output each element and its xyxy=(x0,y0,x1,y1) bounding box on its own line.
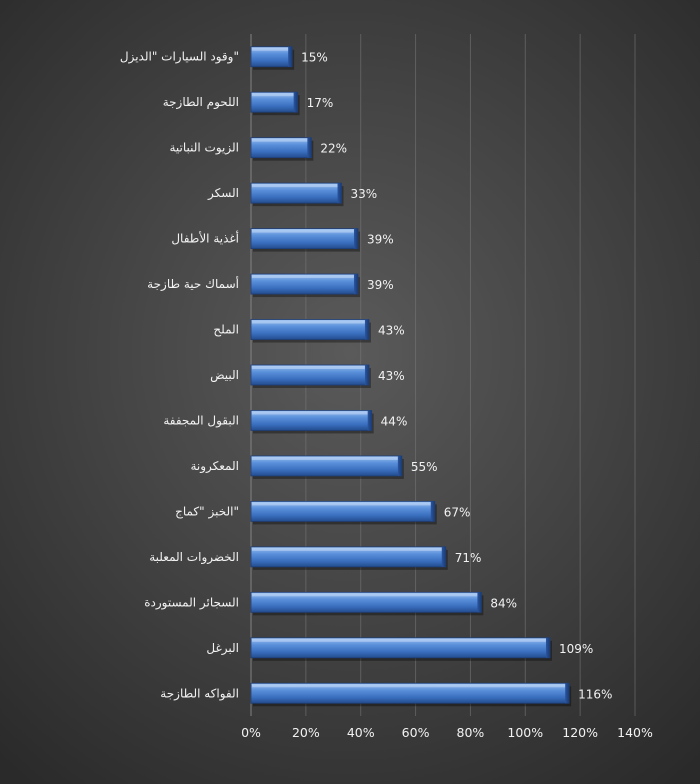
x-tick-label: 40% xyxy=(347,725,375,740)
bar-highlight xyxy=(252,502,432,506)
category-label: الملح xyxy=(213,323,239,337)
x-tick-label: 140% xyxy=(617,725,653,740)
data-label: 109% xyxy=(559,642,593,656)
category-label: أسماك حية طازجة xyxy=(147,276,239,292)
data-labels: 15% 17% 22% 33% 39% 39% 43% 43% 44% 55% 67% 71% 84% 1… xyxy=(301,51,612,702)
data-label: 43% xyxy=(378,369,405,383)
bar-highlight xyxy=(252,456,399,460)
bar-cap xyxy=(364,319,369,340)
bar-highlight xyxy=(252,638,547,642)
bar-highlight xyxy=(252,366,366,369)
bar-cap xyxy=(288,46,293,67)
x-tick-label: 100% xyxy=(507,725,543,740)
bar xyxy=(250,46,295,70)
bar-highlight xyxy=(252,47,290,51)
category-label: البيض xyxy=(210,368,239,383)
data-label: 15% xyxy=(301,51,328,65)
bar-body xyxy=(250,410,373,431)
bar xyxy=(250,273,360,298)
bar-highlight xyxy=(252,184,339,188)
data-label: 22% xyxy=(320,142,347,156)
bar-cap xyxy=(364,365,369,385)
category-label: الخضروات المعلبة xyxy=(149,550,239,565)
category-label: الزيوت النباتية xyxy=(169,141,239,156)
x-tick-label: 0% xyxy=(241,725,261,740)
bar-highlight xyxy=(252,138,309,142)
category-labels: وقود السيارات "الديزل" اللحوم الطازجة الزي… xyxy=(120,50,239,702)
category-label: البقول المجففة xyxy=(163,413,239,428)
x-axis-ticks: 0% 20% 40% 60% 80% 100% 120% 140% xyxy=(241,725,653,740)
bar-cap xyxy=(441,546,446,567)
data-label: 55% xyxy=(411,460,438,474)
bar xyxy=(250,182,344,207)
bar-highlight xyxy=(252,547,443,551)
data-label: 116% xyxy=(578,687,612,701)
bar-highlight xyxy=(252,93,295,97)
category-label: البرغل xyxy=(206,641,239,656)
data-label: 67% xyxy=(444,505,471,519)
bar-highlight xyxy=(252,275,355,279)
bar xyxy=(250,364,371,388)
bar xyxy=(250,91,300,116)
x-tick-label: 80% xyxy=(457,725,485,740)
category-label: أغذية الأطفال xyxy=(171,231,239,246)
data-label: 17% xyxy=(307,96,334,110)
bar xyxy=(250,410,374,434)
bar-cap xyxy=(307,137,312,158)
bar xyxy=(250,682,572,707)
bar xyxy=(250,319,371,343)
bar-highlight xyxy=(252,229,355,233)
category-label: السجائر المستوردة xyxy=(144,595,239,610)
bar xyxy=(250,591,484,616)
bar-cap xyxy=(367,410,372,431)
bar xyxy=(250,637,552,661)
bar xyxy=(250,137,314,161)
data-label: 43% xyxy=(378,324,405,338)
bar xyxy=(250,228,360,252)
category-label: المعكرونة xyxy=(190,459,239,474)
category-label: السكر xyxy=(207,186,239,201)
data-label: 39% xyxy=(367,278,394,292)
category-label: الفواكه الطازجة xyxy=(160,686,239,701)
category-label: وقود السيارات "الديزل" xyxy=(120,50,239,65)
data-label: 33% xyxy=(351,187,378,201)
category-label: الخبز "كماج" xyxy=(175,504,239,519)
bar-cap xyxy=(293,92,298,113)
bar xyxy=(250,455,404,479)
bars xyxy=(250,46,572,707)
category-label: اللحوم الطازجة xyxy=(163,95,239,110)
bar-highlight xyxy=(252,320,366,324)
bar-highlight xyxy=(252,684,567,688)
bar-highlight xyxy=(252,411,369,415)
x-tick-label: 20% xyxy=(292,725,320,740)
bar-cap xyxy=(477,592,482,613)
bar-cap xyxy=(545,637,550,658)
bar-cap xyxy=(353,274,358,295)
data-label: 39% xyxy=(367,233,394,247)
bar-cap xyxy=(353,228,358,249)
bar-cap xyxy=(397,455,402,476)
x-tick-label: 60% xyxy=(402,725,430,740)
bar xyxy=(250,546,448,570)
x-tick-label: 120% xyxy=(562,725,598,740)
bar-cap xyxy=(430,501,435,522)
bar xyxy=(250,500,437,525)
data-label: 44% xyxy=(381,414,408,428)
data-label: 84% xyxy=(490,596,517,610)
bar-highlight xyxy=(252,593,479,597)
bar-cap xyxy=(337,183,342,204)
bar-cap xyxy=(565,683,570,704)
data-label: 71% xyxy=(455,551,482,565)
